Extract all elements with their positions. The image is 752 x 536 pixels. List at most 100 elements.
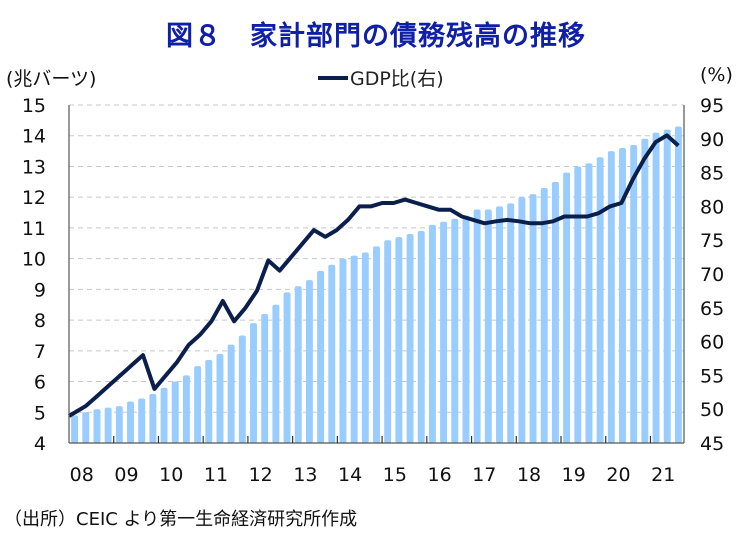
bar xyxy=(160,387,168,443)
bar xyxy=(406,234,414,443)
bar xyxy=(540,187,548,443)
left-tick-label: 15 xyxy=(22,95,46,117)
x-tick-label: 18 xyxy=(517,464,541,486)
legend-line-swatch xyxy=(318,75,348,80)
right-tick-label: 90 xyxy=(700,129,724,151)
bar xyxy=(440,221,448,443)
left-tick-label: 10 xyxy=(22,249,46,271)
x-tick-label: 20 xyxy=(606,464,630,486)
left-tick-label: 9 xyxy=(34,279,46,301)
bar xyxy=(171,381,179,443)
bar xyxy=(238,335,246,443)
x-tick-label: 10 xyxy=(159,464,183,486)
bar xyxy=(674,126,682,443)
bar xyxy=(596,157,604,443)
x-tick-label: 19 xyxy=(562,464,586,486)
bar xyxy=(339,258,347,443)
bar xyxy=(127,401,134,443)
left-tick-label: 11 xyxy=(22,218,46,240)
bar xyxy=(194,366,202,443)
bar xyxy=(395,237,403,443)
left-axis-unit-label: (兆バーツ) xyxy=(6,68,97,90)
bar xyxy=(484,209,492,443)
bar xyxy=(149,393,157,443)
bar xyxy=(563,172,571,443)
bar xyxy=(652,132,660,443)
right-tick-label: 70 xyxy=(700,264,724,286)
bar xyxy=(250,323,257,443)
left-tick-label: 5 xyxy=(34,402,46,424)
bar xyxy=(350,255,358,443)
right-axis-unit-label: (%) xyxy=(700,64,733,86)
left-axis-ticks: 4 5 6 7 8 9 10 11 12 13 14 15 xyxy=(22,95,46,455)
bar xyxy=(205,360,213,443)
bar xyxy=(384,240,392,443)
source-note: （出所）CEIC より第一生命経済研究所作成 xyxy=(4,509,358,530)
bar xyxy=(373,246,380,443)
bar xyxy=(82,412,90,443)
left-tick-label: 4 xyxy=(34,433,46,455)
bar xyxy=(462,215,470,443)
left-tick-label: 8 xyxy=(34,310,46,332)
bar xyxy=(104,407,112,443)
bar xyxy=(619,148,626,443)
bar xyxy=(551,181,559,443)
right-tick-label: 50 xyxy=(700,399,724,421)
bar xyxy=(585,163,593,443)
x-axis-ticks: 08 09 10 11 12 13 14 15 16 17 18 19 20 21 xyxy=(70,464,676,486)
left-tick-label: 6 xyxy=(34,372,46,394)
bar xyxy=(417,230,425,443)
chart-title: 図８ 家計部門の債務残高の推移 xyxy=(166,21,586,52)
bar xyxy=(496,206,503,443)
left-tick-label: 14 xyxy=(22,126,46,148)
bar xyxy=(115,406,123,443)
bar-series xyxy=(71,126,682,444)
axes xyxy=(68,105,685,444)
bar xyxy=(71,415,79,443)
bar xyxy=(216,353,224,443)
bar xyxy=(294,286,302,443)
bar xyxy=(328,264,336,443)
x-tick-label: 12 xyxy=(249,464,273,486)
bar xyxy=(428,224,436,443)
right-tick-label: 80 xyxy=(700,196,724,218)
left-tick-label: 12 xyxy=(22,187,46,209)
bar xyxy=(663,129,671,443)
right-axis-ticks: 45 50 55 60 65 70 75 80 85 90 95 xyxy=(700,95,724,455)
bar xyxy=(261,313,269,443)
x-tick-label: 08 xyxy=(70,464,94,486)
left-tick-label: 13 xyxy=(22,156,46,178)
bar xyxy=(272,304,280,443)
bar xyxy=(451,218,459,443)
right-tick-label: 60 xyxy=(700,332,724,354)
bar xyxy=(305,280,313,443)
right-tick-label: 55 xyxy=(700,365,724,387)
bar xyxy=(574,166,582,444)
bar xyxy=(227,344,235,443)
bar xyxy=(507,203,515,443)
bar xyxy=(93,409,101,443)
bar xyxy=(630,144,638,444)
x-tick-label: 14 xyxy=(338,464,362,486)
bar xyxy=(607,151,615,443)
bar xyxy=(641,138,649,444)
x-tick-label: 11 xyxy=(204,464,228,486)
x-tick-label: 09 xyxy=(114,464,138,486)
bar xyxy=(317,270,325,443)
legend: GDP比(右) xyxy=(318,64,444,91)
x-tick-label: 21 xyxy=(651,464,675,486)
left-tick-label: 7 xyxy=(34,341,46,363)
right-tick-label: 65 xyxy=(700,298,724,320)
right-tick-label: 45 xyxy=(700,433,724,455)
gdp-ratio-line xyxy=(67,133,680,418)
bar xyxy=(182,375,190,443)
bar xyxy=(473,209,481,443)
x-tick-label: 13 xyxy=(293,464,317,486)
bar xyxy=(283,292,291,443)
bar xyxy=(361,252,369,443)
x-tick-label: 17 xyxy=(472,464,496,486)
right-tick-label: 95 xyxy=(700,95,724,117)
bar xyxy=(138,398,146,443)
bar xyxy=(518,197,526,443)
